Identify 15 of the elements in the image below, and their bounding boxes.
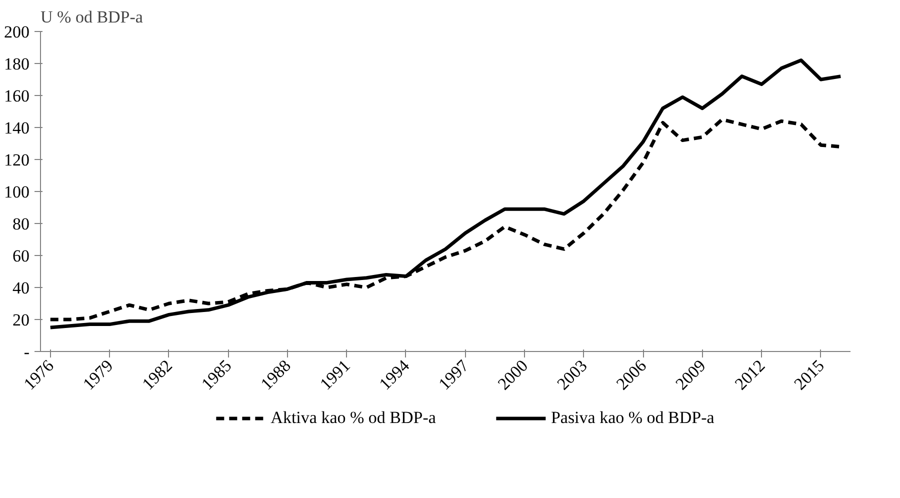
y-tick-label: 160 xyxy=(4,86,30,106)
y-tick-label: 20 xyxy=(12,310,30,330)
y-axis-title: U % od BDP-a xyxy=(40,8,144,26)
y-tick-label: 100 xyxy=(4,182,30,202)
y-tick-label: 60 xyxy=(12,246,30,266)
y-tick-label: 120 xyxy=(4,150,30,170)
y-tick-label: 180 xyxy=(4,54,30,74)
y-tick-label: 140 xyxy=(4,118,30,138)
y-tick-label: - xyxy=(24,342,30,362)
y-tick-label: 200 xyxy=(4,22,30,42)
line-series xyxy=(48,58,842,330)
legend-label: Pasiva kao % od BDP-a xyxy=(550,408,714,428)
legend-label: Aktiva kao % od BDP-a xyxy=(270,408,436,428)
y-tick-label: 40 xyxy=(12,278,30,298)
y-tick-label: 80 xyxy=(12,214,30,234)
